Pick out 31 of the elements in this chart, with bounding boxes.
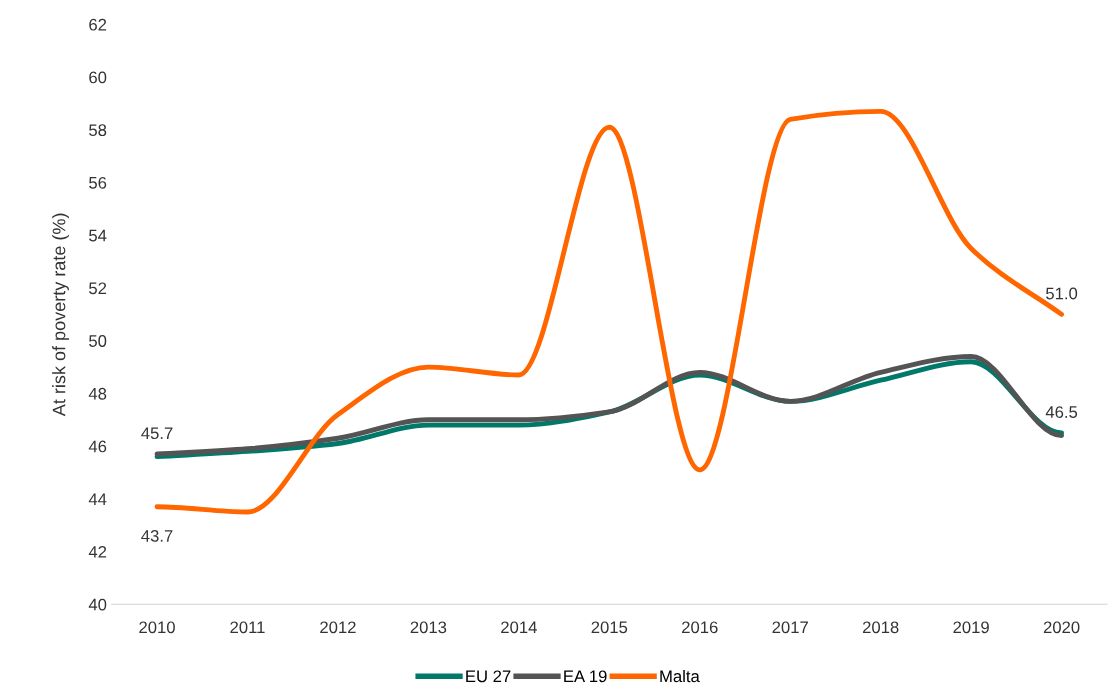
y-tick-label: 50 <box>89 335 107 347</box>
x-tick-label: 2012 <box>320 621 356 634</box>
x-tick-label: 2014 <box>501 621 537 634</box>
legend-label: Malta <box>660 669 700 683</box>
y-tick-label: 52 <box>89 282 107 295</box>
x-tick-label: 2019 <box>953 621 989 634</box>
y-tick-label: 54 <box>89 229 107 242</box>
x-tick-label: 2017 <box>772 621 808 634</box>
y-tick-label: 48 <box>88 387 107 400</box>
x-tick-label: 2013 <box>410 621 447 634</box>
y-axis-title: At risk of poverty rate (%) <box>52 213 69 417</box>
x-tick-label: 2011 <box>230 621 265 634</box>
y-tick-label: 40 <box>88 598 107 611</box>
data-label: 43.7 <box>141 530 173 542</box>
x-tick-label: 2018 <box>862 621 899 634</box>
x-tick-label: 2010 <box>139 621 175 634</box>
y-tick-label: 60 <box>89 71 107 84</box>
legend-label: EU 27 <box>466 670 511 683</box>
y-tick-label: 42 <box>88 545 107 558</box>
x-tick-label: 2016 <box>682 621 718 634</box>
y-tick-label: 46 <box>88 440 107 453</box>
legend-label: EA 19 <box>564 670 607 683</box>
y-tick-label: 62 <box>89 18 107 31</box>
y-tick-label: 58 <box>89 124 107 137</box>
y-tick-label: 44 <box>88 493 107 505</box>
x-tick-label: 2020 <box>1043 621 1080 634</box>
x-tick-label: 2015 <box>591 621 628 634</box>
data-label: 45.7 <box>141 427 173 440</box>
y-tick-label: 56 <box>89 176 107 189</box>
data-label: 46.5 <box>1045 406 1078 418</box>
data-label: 51.0 <box>1046 287 1078 300</box>
